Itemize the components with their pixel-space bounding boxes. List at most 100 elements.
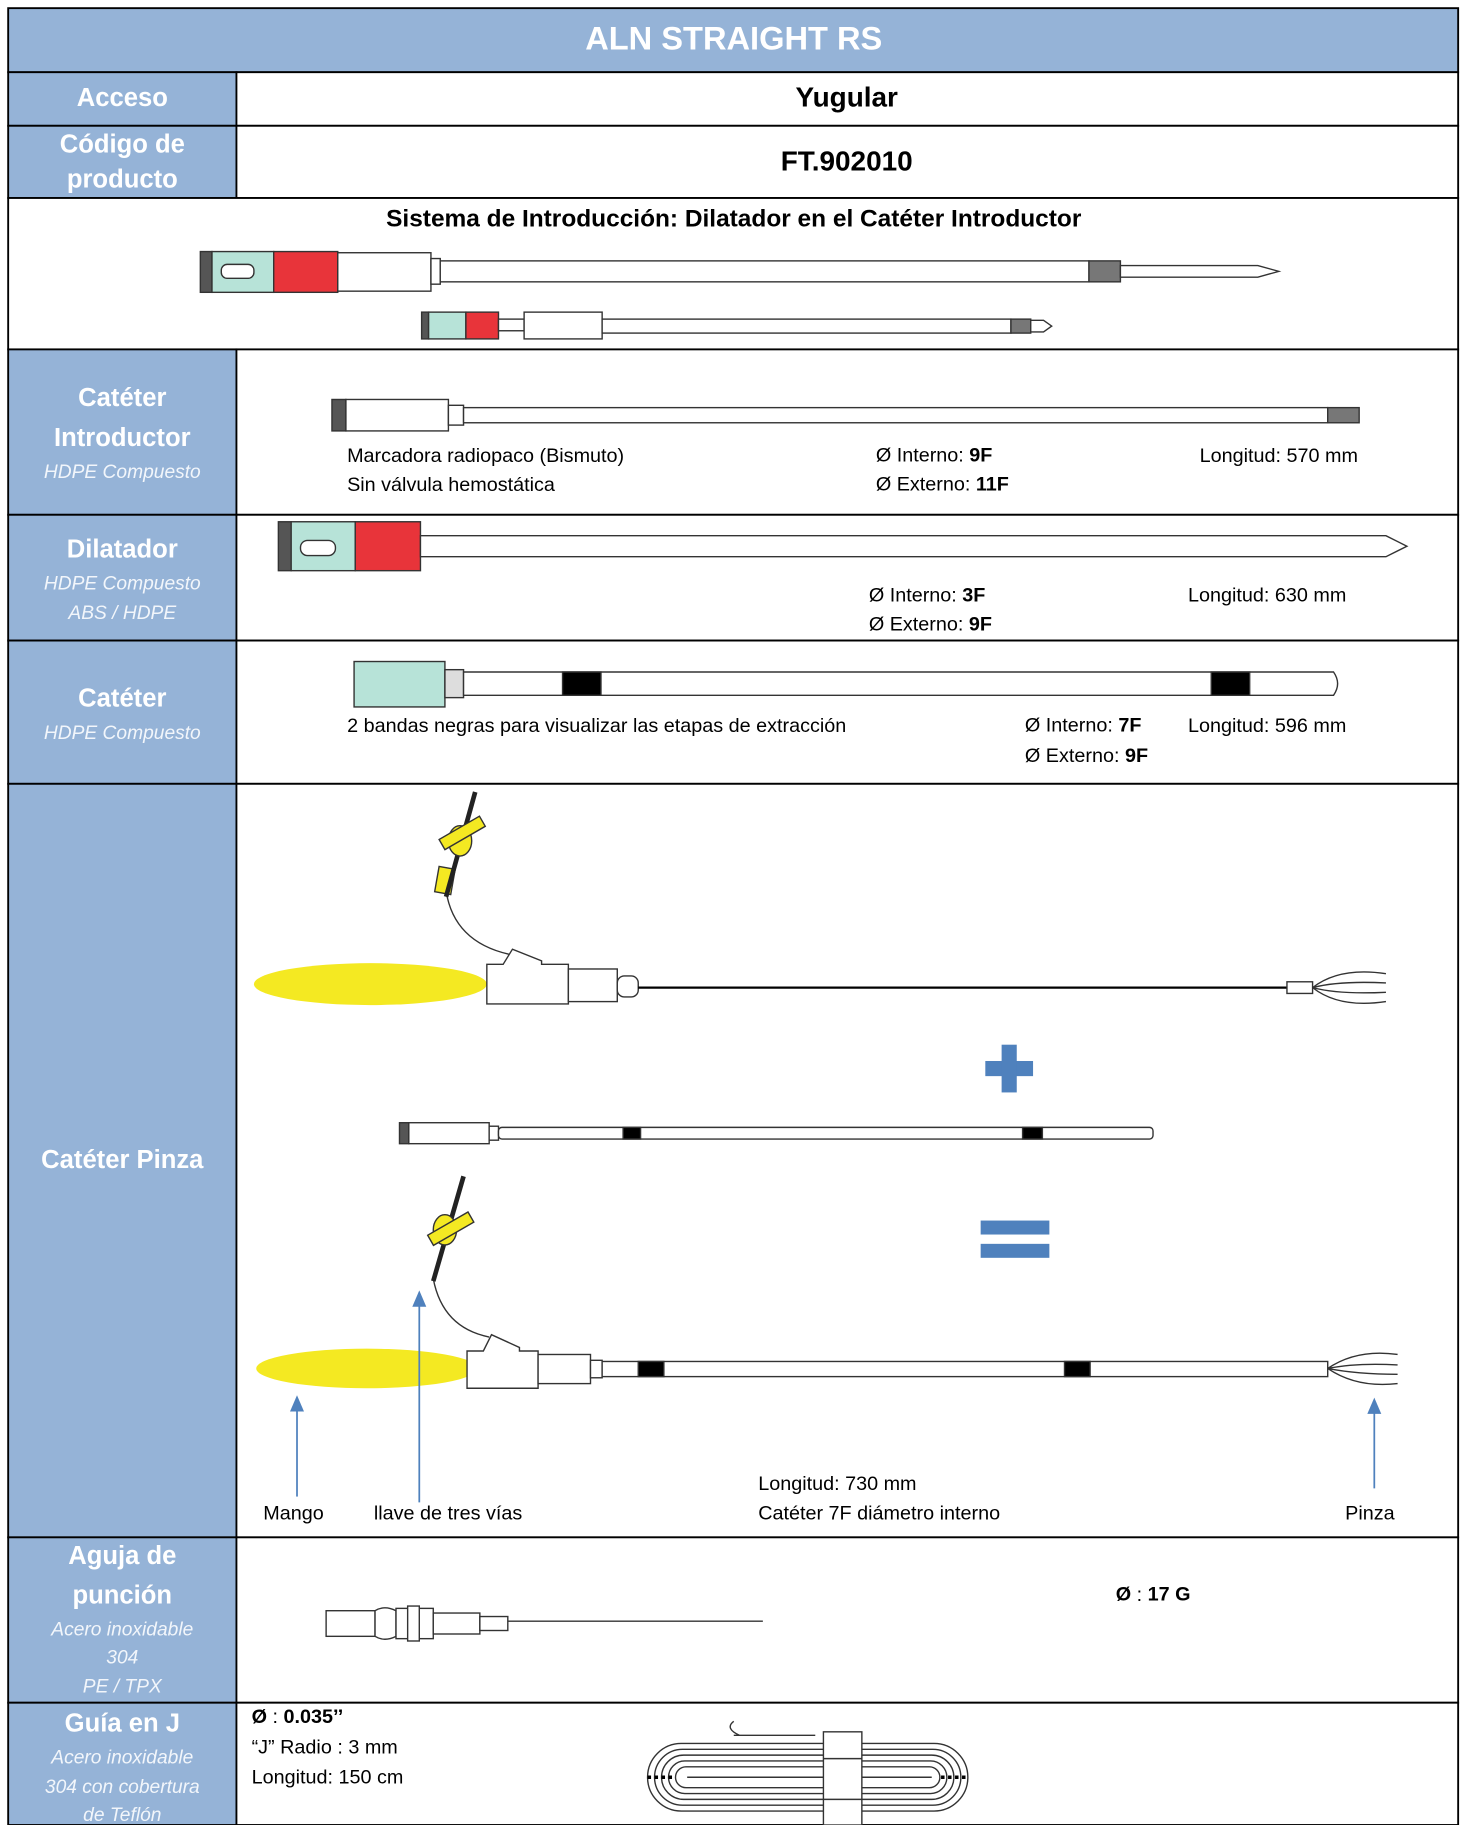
spec-value: 0.035’’ — [283, 1706, 343, 1728]
title: ALN STRAIGHT RS — [585, 19, 882, 56]
shape — [273, 250, 339, 294]
forceps-illustration — [253, 791, 1398, 1389]
material: HDPE Compuesto — [44, 574, 201, 595]
shape — [438, 815, 487, 851]
shape — [256, 1348, 478, 1389]
note: Sin válvula hemostática — [347, 474, 555, 496]
shape — [462, 671, 1339, 696]
spec: Ø Externo: 11F — [876, 474, 1009, 496]
shape — [299, 539, 337, 557]
shape — [432, 1278, 490, 1338]
shape — [1063, 1360, 1091, 1378]
row-label: Catéter — [78, 685, 166, 713]
shape — [445, 890, 513, 956]
shape — [1210, 671, 1251, 696]
material: ABS / HDPE — [67, 603, 176, 624]
row-label: Catéter Pinza — [41, 1146, 204, 1174]
shape — [1010, 318, 1032, 334]
spec: Ø Interno: 9F — [876, 445, 993, 467]
row-label: punción — [73, 1581, 173, 1609]
shape — [616, 975, 639, 998]
spec-value: 7F — [1118, 715, 1141, 737]
row-label: Aguja de — [68, 1542, 176, 1570]
shape — [447, 404, 465, 426]
shape — [497, 1126, 1154, 1140]
spec: Catéter 7F diámetro interno — [758, 1502, 1000, 1524]
spec: Ø Externo: 9F — [1025, 745, 1148, 767]
spec-value: 17 G — [1148, 1584, 1191, 1606]
shape — [235, 71, 1460, 127]
shape — [980, 1220, 1050, 1235]
spec-label: Ø — [252, 1706, 267, 1728]
shape — [426, 1211, 475, 1247]
shape — [337, 252, 432, 292]
shape — [432, 1612, 481, 1635]
shape — [199, 250, 213, 294]
shape — [567, 968, 618, 1003]
shape — [1088, 260, 1122, 283]
shape — [589, 1359, 603, 1379]
shape — [7, 782, 238, 1539]
spec: Ø Interno: 3F — [869, 585, 986, 607]
shape — [497, 318, 525, 332]
shape — [622, 1126, 642, 1140]
shape — [488, 1125, 500, 1141]
shape — [290, 1395, 304, 1412]
dilator-illustration — [277, 521, 1409, 572]
material: Acero inoxidable — [50, 1748, 193, 1769]
guidewire-illustration — [646, 1720, 969, 1825]
shape — [7, 1701, 238, 1825]
shape — [235, 782, 1460, 1539]
callout: llave de tres vías — [374, 1502, 523, 1524]
shape — [1021, 1126, 1044, 1140]
row-label: Dilatador — [67, 536, 178, 564]
row-label: producto — [67, 165, 178, 193]
shape — [1001, 1044, 1017, 1093]
material: 304 — [106, 1648, 138, 1669]
spec-label: Ø Externo: — [869, 614, 964, 636]
shape — [1286, 981, 1314, 995]
spec: Ø : 17 G — [1116, 1584, 1191, 1606]
material: HDPE Compuesto — [44, 462, 201, 483]
shape — [561, 671, 602, 696]
shape — [486, 948, 570, 1005]
spec-label: Ø Interno: — [876, 445, 964, 467]
spec-value: 3F — [962, 585, 985, 607]
shape — [1030, 319, 1053, 333]
material: Acero inoxidable — [50, 1620, 193, 1641]
material: HDPE Compuesto — [44, 723, 201, 744]
shape — [406, 1605, 420, 1642]
shape — [412, 1290, 427, 1307]
shape — [408, 1122, 490, 1145]
spec-value: 9F — [969, 614, 992, 636]
section-title: Sistema de Introducción: Dilatador en el… — [386, 206, 1082, 233]
material: de Teflón — [83, 1805, 161, 1825]
shape — [1312, 971, 1387, 1005]
shape — [462, 406, 1329, 424]
spec-label: Ø — [1116, 1584, 1131, 1606]
spec-label: Ø Externo: — [1025, 745, 1120, 767]
shape — [235, 348, 1460, 516]
shape — [465, 311, 500, 340]
shape — [331, 398, 347, 432]
spec: Ø Interno: 7F — [1025, 715, 1142, 737]
callout-arrows — [290, 1290, 1382, 1503]
table-grid — [7, 7, 1460, 1825]
shape — [1327, 406, 1360, 424]
shape — [235, 124, 1460, 199]
shape — [1367, 1397, 1382, 1414]
needle-illustration — [325, 1605, 763, 1642]
spec: Longitud: 570 mm — [1200, 445, 1358, 467]
shape — [674, 1766, 941, 1789]
shape — [7, 71, 238, 127]
shape — [398, 1122, 410, 1145]
row-label: Catéter — [78, 384, 166, 412]
shape — [325, 1610, 376, 1638]
row-value: FT.902010 — [781, 145, 913, 176]
spec: “J” Radio : 3 mm — [252, 1736, 398, 1758]
catheter-illustration — [353, 660, 1339, 708]
row-label: Introductor — [54, 424, 191, 452]
callout: Pinza — [1345, 1502, 1394, 1524]
